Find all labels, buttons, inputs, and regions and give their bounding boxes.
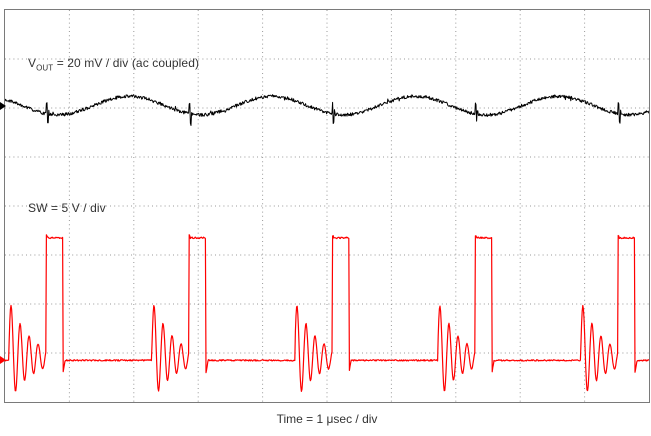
vout-label-subscript: OUT: [36, 63, 54, 73]
ch1-position-marker-icon: [0, 101, 6, 110]
plot-area: VOUT = 20 mV / div (ac coupled) SW = 5 V…: [0, 9, 650, 403]
sw-scale-label: SW = 5 V / div: [28, 201, 106, 215]
vout-label-prefix: V: [28, 56, 37, 70]
switch-node-trace: [5, 234, 649, 392]
ch2-position-marker-icon: [0, 356, 6, 365]
scope-canvas: [5, 10, 649, 402]
vout-ripple-trace: [5, 94, 649, 126]
vout-scale-label: VOUT = 20 mV / div (ac coupled): [28, 56, 199, 72]
vout-label-text: = 20 mV / div (ac coupled): [53, 56, 200, 70]
time-axis-label: Time = 1 μsec / div: [276, 412, 378, 426]
